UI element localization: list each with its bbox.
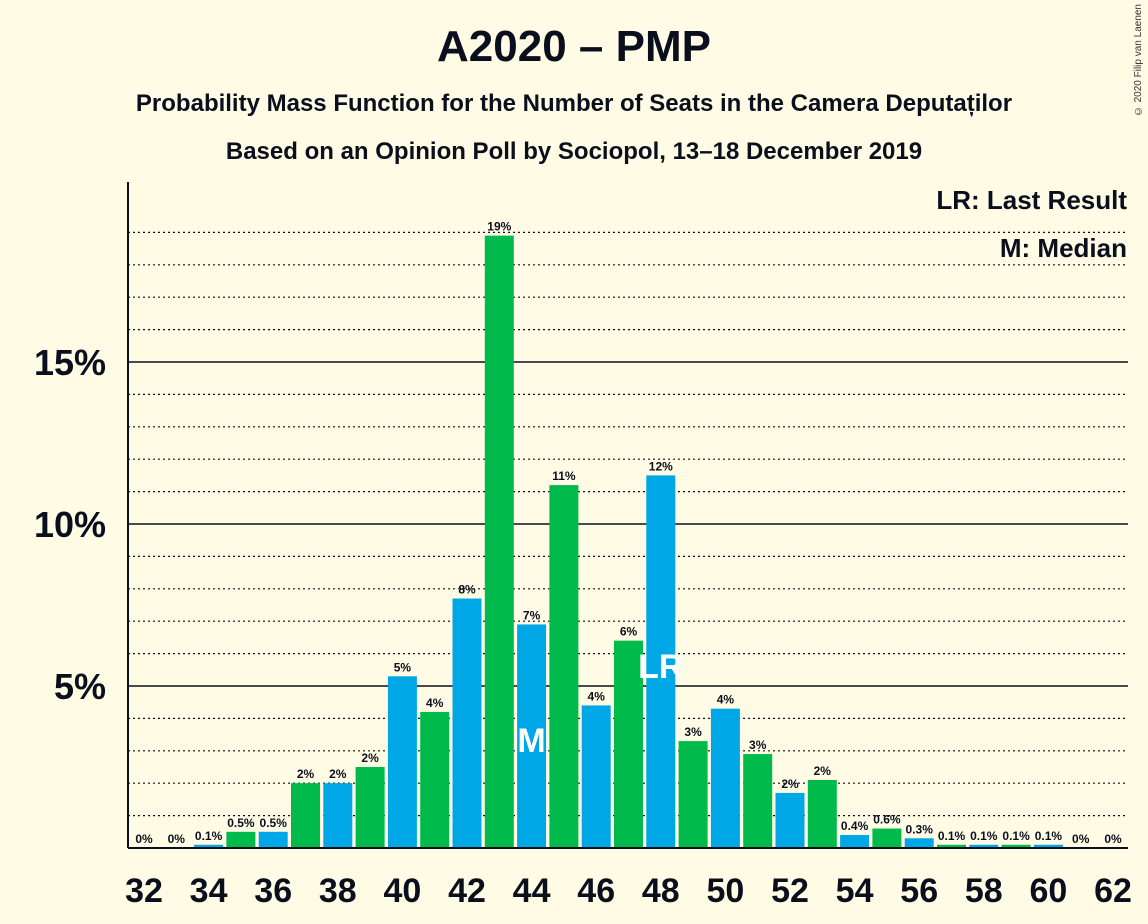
legend-entry: LR: Last Result [936, 185, 1127, 215]
data-label: 5% [394, 660, 412, 674]
x-tick-label: 58 [965, 872, 1003, 910]
x-tick-label: 36 [254, 872, 292, 910]
data-label: 0% [1104, 832, 1122, 846]
data-label: 2% [329, 767, 347, 781]
bar [581, 705, 611, 848]
bar [258, 831, 288, 848]
y-tick-label: 5% [54, 666, 106, 707]
x-tick-label: 56 [900, 872, 938, 910]
bar [710, 708, 740, 848]
x-tick-label: 52 [771, 872, 809, 910]
data-label: 0.3% [906, 822, 934, 836]
data-label: 0.1% [938, 829, 966, 843]
bar [226, 831, 256, 848]
x-tick-label: 40 [383, 872, 421, 910]
x-tick-label: 50 [706, 872, 744, 910]
data-label: 4% [717, 693, 735, 707]
legend-entry: M: Median [1000, 233, 1127, 263]
y-tick-label: 10% [34, 504, 106, 545]
data-label: 0.6% [873, 813, 901, 827]
y-tick-label: 15% [34, 342, 106, 383]
bar [323, 783, 353, 848]
data-label: 0.1% [195, 829, 223, 843]
x-tick-label: 46 [577, 872, 615, 910]
bar [355, 767, 385, 848]
data-label: 0.1% [1035, 829, 1063, 843]
bar [194, 844, 224, 848]
bar [646, 475, 676, 848]
bar [904, 838, 934, 848]
bar [291, 783, 320, 848]
data-label: 7% [523, 608, 541, 622]
median-marker: M [517, 722, 545, 760]
bar [1001, 844, 1031, 848]
data-label: 0.4% [841, 819, 869, 833]
x-tick-label: 34 [190, 872, 228, 910]
data-label: 2% [361, 751, 379, 765]
bar [775, 792, 805, 848]
x-tick-label: 48 [642, 872, 680, 910]
bar [387, 676, 417, 848]
x-tick-label: 44 [513, 872, 551, 910]
data-label: 3% [749, 738, 767, 752]
data-label: 0.5% [227, 816, 255, 830]
bar [452, 598, 482, 848]
data-label: 0.1% [1002, 829, 1030, 843]
bar [549, 485, 579, 848]
data-label: 0.5% [260, 816, 288, 830]
bar [517, 624, 547, 848]
x-tick-label: 60 [1029, 872, 1067, 910]
last-result-marker: LR [638, 648, 683, 686]
data-label: 6% [620, 625, 638, 639]
data-label: 4% [426, 696, 444, 710]
data-label: 0% [168, 832, 186, 846]
bar [872, 828, 902, 848]
data-label: 0% [135, 832, 153, 846]
bar [484, 235, 514, 848]
x-tick-label: 42 [448, 872, 486, 910]
data-label: 2% [814, 764, 832, 778]
x-tick-label: 32 [125, 872, 163, 910]
data-label: 11% [552, 469, 576, 483]
x-tick-label: 54 [836, 872, 874, 910]
data-label: 3% [684, 725, 702, 739]
x-tick-label: 38 [319, 872, 357, 910]
data-label: 12% [649, 459, 673, 473]
bar [937, 844, 966, 848]
chart-title: A2020 – PMP [437, 22, 711, 71]
bar [743, 754, 773, 848]
data-label: 2% [297, 767, 315, 781]
data-label: 8% [458, 583, 476, 597]
bar [807, 779, 837, 848]
data-label: 0% [1072, 832, 1090, 846]
bar [840, 835, 870, 848]
bar [1033, 844, 1063, 848]
bar [678, 741, 708, 848]
bar [420, 711, 450, 848]
data-label: 0.1% [970, 829, 998, 843]
bar [614, 640, 643, 848]
chart-subtitle: Probability Mass Function for the Number… [135, 90, 1013, 117]
data-label: 19% [487, 220, 511, 234]
x-tick-label: 62 [1094, 872, 1132, 910]
data-label: 2% [781, 777, 799, 791]
chart-source: Based on an Opinion Poll by Sociopol, 13… [225, 138, 923, 165]
bar [969, 844, 999, 848]
data-label: 4% [588, 689, 606, 703]
